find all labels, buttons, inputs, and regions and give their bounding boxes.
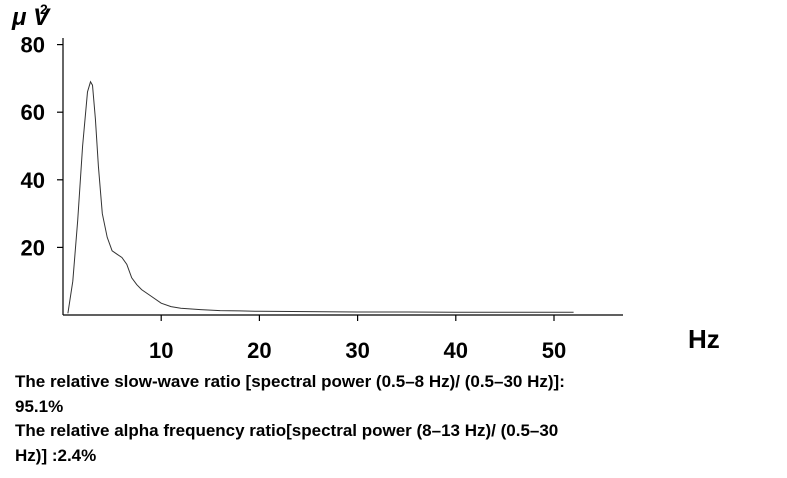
caption-line-4: Hz)] :2.4% bbox=[15, 445, 97, 465]
svg-text:μ V: μ V bbox=[11, 4, 51, 31]
x-tick-label: 30 bbox=[345, 338, 369, 363]
spectrum-line bbox=[67, 80, 574, 314]
x-tick-label: 50 bbox=[542, 338, 566, 363]
caption-line-1: The relative slow-wave ratio [spectral p… bbox=[15, 372, 565, 391]
x-ticks: 10 20 30 40 50 bbox=[149, 315, 566, 363]
x-axis-label: Hz bbox=[688, 324, 720, 354]
x-tick-label: 40 bbox=[444, 338, 468, 363]
y-ticks: 20 40 60 80 bbox=[21, 33, 63, 260]
y-tick-label: 40 bbox=[21, 168, 45, 193]
y-tick-label: 60 bbox=[21, 100, 45, 125]
y-axis-unit-label: μ V 2 bbox=[11, 1, 51, 31]
x-tick-label: 10 bbox=[149, 338, 173, 363]
y-tick-label: 20 bbox=[21, 235, 45, 260]
x-tick-label: 20 bbox=[247, 338, 271, 363]
caption-line-2: 95.1% bbox=[15, 396, 64, 416]
y-unit-superscript: 2 bbox=[40, 1, 48, 17]
caption-line-3: The relative alpha frequency ratio[spect… bbox=[15, 421, 559, 440]
y-unit-text: μ V bbox=[11, 4, 51, 31]
y-tick-label: 80 bbox=[21, 33, 45, 58]
power-spectrum-chart: μ V 2 20 40 60 80 10 20 30 40 50 Hz bbox=[11, 1, 720, 363]
caption: The relative slow-wave ratio [spectral p… bbox=[15, 370, 785, 468]
